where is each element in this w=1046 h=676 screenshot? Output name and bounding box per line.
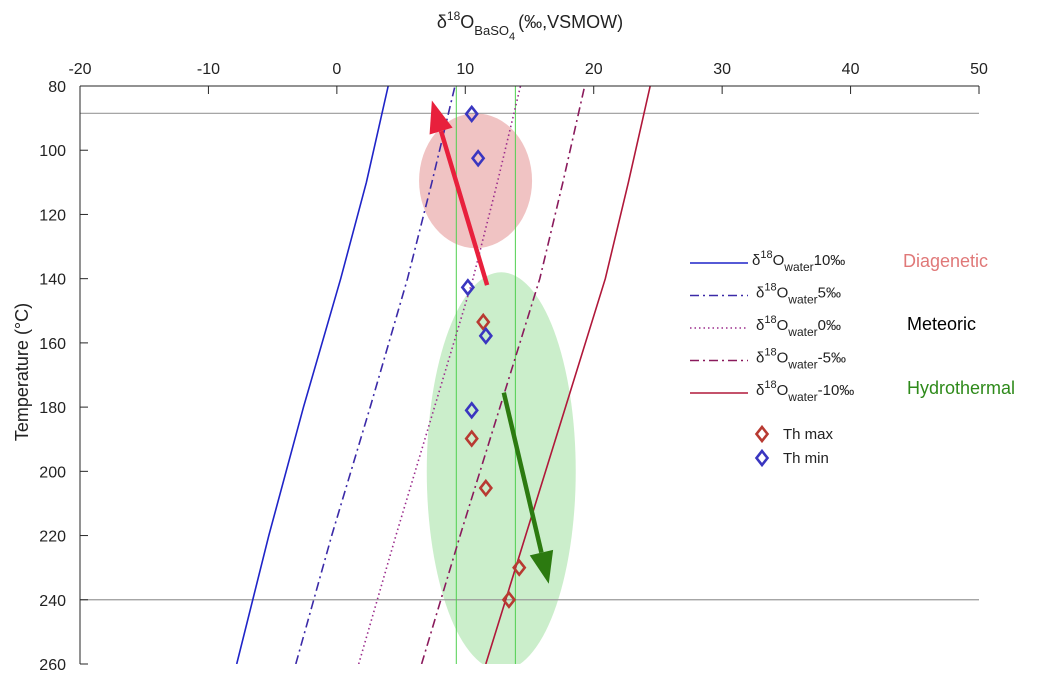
x-label-main: O: [460, 12, 474, 32]
trend-arrow-shaft: [501, 392, 544, 554]
x-tick-label: 50: [970, 61, 988, 78]
point-th-min: [470, 149, 486, 168]
zone-labels: Diagenetic Meteoric Hydrothermal: [903, 251, 1015, 398]
curve-δ18Owater10‰: [235, 86, 389, 664]
curve-δ18Owater5‰: [295, 86, 456, 664]
legend-entry-label: δ18Owater5‰: [756, 282, 841, 307]
x-label-subsub: 4: [509, 31, 515, 43]
legend-entry-label: δ18Owater-5‰: [756, 347, 846, 372]
equilibrium-curves: [235, 86, 651, 664]
axes: -20 -10 0 10 20 30 40 50 80 100 120 140 160 180 200 220…: [39, 61, 988, 674]
trend-arrows: [429, 100, 554, 584]
y-tick-label: 140: [39, 272, 66, 289]
point-th-min: [464, 104, 479, 124]
y-tick-label: 240: [39, 593, 66, 610]
trend-arrow-head: [429, 100, 453, 135]
point-th-min: [478, 326, 493, 345]
x-tick-label: 0: [332, 61, 341, 78]
zone-hydrothermal: [426, 272, 576, 664]
point-th-min: [460, 278, 476, 297]
x-axis-label: δ18OBaSO4(‰,VSMOW): [437, 9, 623, 43]
fluid-inclusion-points: [460, 104, 527, 609]
legend-entry-label: δ18Owater10‰: [752, 249, 845, 274]
curve-δ18Owater0‰: [357, 86, 522, 664]
point-th-max: [512, 558, 527, 577]
x-tick-label: -20: [68, 61, 91, 78]
y-axis-label: Temperature (°C): [12, 303, 32, 441]
x-label-sub: BaSO: [474, 23, 509, 38]
x-tick-label: 30: [713, 61, 731, 78]
curve-δ18Owater-10‰: [485, 86, 651, 664]
y-tick-label: 220: [39, 529, 66, 546]
x-label-sup: 18: [447, 9, 461, 23]
legend-marker-label: Th min: [783, 450, 829, 467]
x-tick-label: 20: [585, 61, 603, 78]
x-label-units: (‰,VSMOW): [518, 12, 623, 32]
legend-marker: [754, 448, 770, 468]
y-tick-label: 260: [39, 657, 66, 674]
y-tick-label: 100: [39, 143, 66, 160]
x-tick-label: 10: [456, 61, 474, 78]
legend-marker-label: Th max: [783, 426, 834, 443]
x-label-delta: δ: [437, 12, 447, 32]
legend-marker: [754, 424, 770, 444]
y-tick-label: 180: [39, 400, 66, 417]
zone-label: Diagenetic: [903, 251, 988, 271]
point-th-max: [464, 429, 479, 448]
trend-arrow-shaft: [438, 130, 490, 286]
zone-label: Meteoric: [907, 314, 976, 334]
y-tick-label: 160: [39, 336, 66, 353]
legend-entry-label: δ18Owater0‰: [756, 314, 841, 339]
y-tick-label: 120: [39, 207, 66, 224]
trend-arrow-head: [529, 549, 554, 584]
point-th-max: [478, 478, 493, 498]
point-th-max: [476, 312, 491, 332]
x-tick-label: 40: [842, 61, 860, 78]
point-th-min: [464, 401, 479, 420]
zone-label: Hydrothermal: [907, 378, 1015, 398]
y-tick-label: 80: [48, 79, 66, 96]
legend-entry-label: δ18Owater-10‰: [756, 379, 854, 404]
zone-ellipses: [419, 113, 576, 664]
curve-δ18Owater-5‰: [420, 86, 586, 664]
y-tick-label: 200: [39, 464, 66, 481]
x-tick-label: -10: [197, 61, 220, 78]
legend: δ18Owater10‰ δ18Owater5‰ δ18Owater0‰ δ18Owa…: [690, 249, 854, 468]
point-th-max: [501, 590, 517, 609]
